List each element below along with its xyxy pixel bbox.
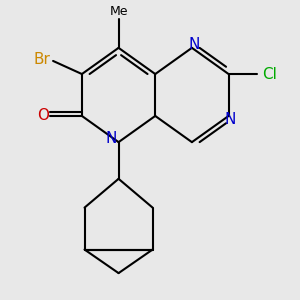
Text: O: O (37, 108, 49, 123)
Text: N: N (188, 37, 200, 52)
Text: N: N (106, 131, 117, 146)
Text: Me: Me (109, 5, 128, 18)
Text: Br: Br (33, 52, 50, 67)
Text: Cl: Cl (262, 67, 278, 82)
Text: N: N (225, 112, 236, 127)
